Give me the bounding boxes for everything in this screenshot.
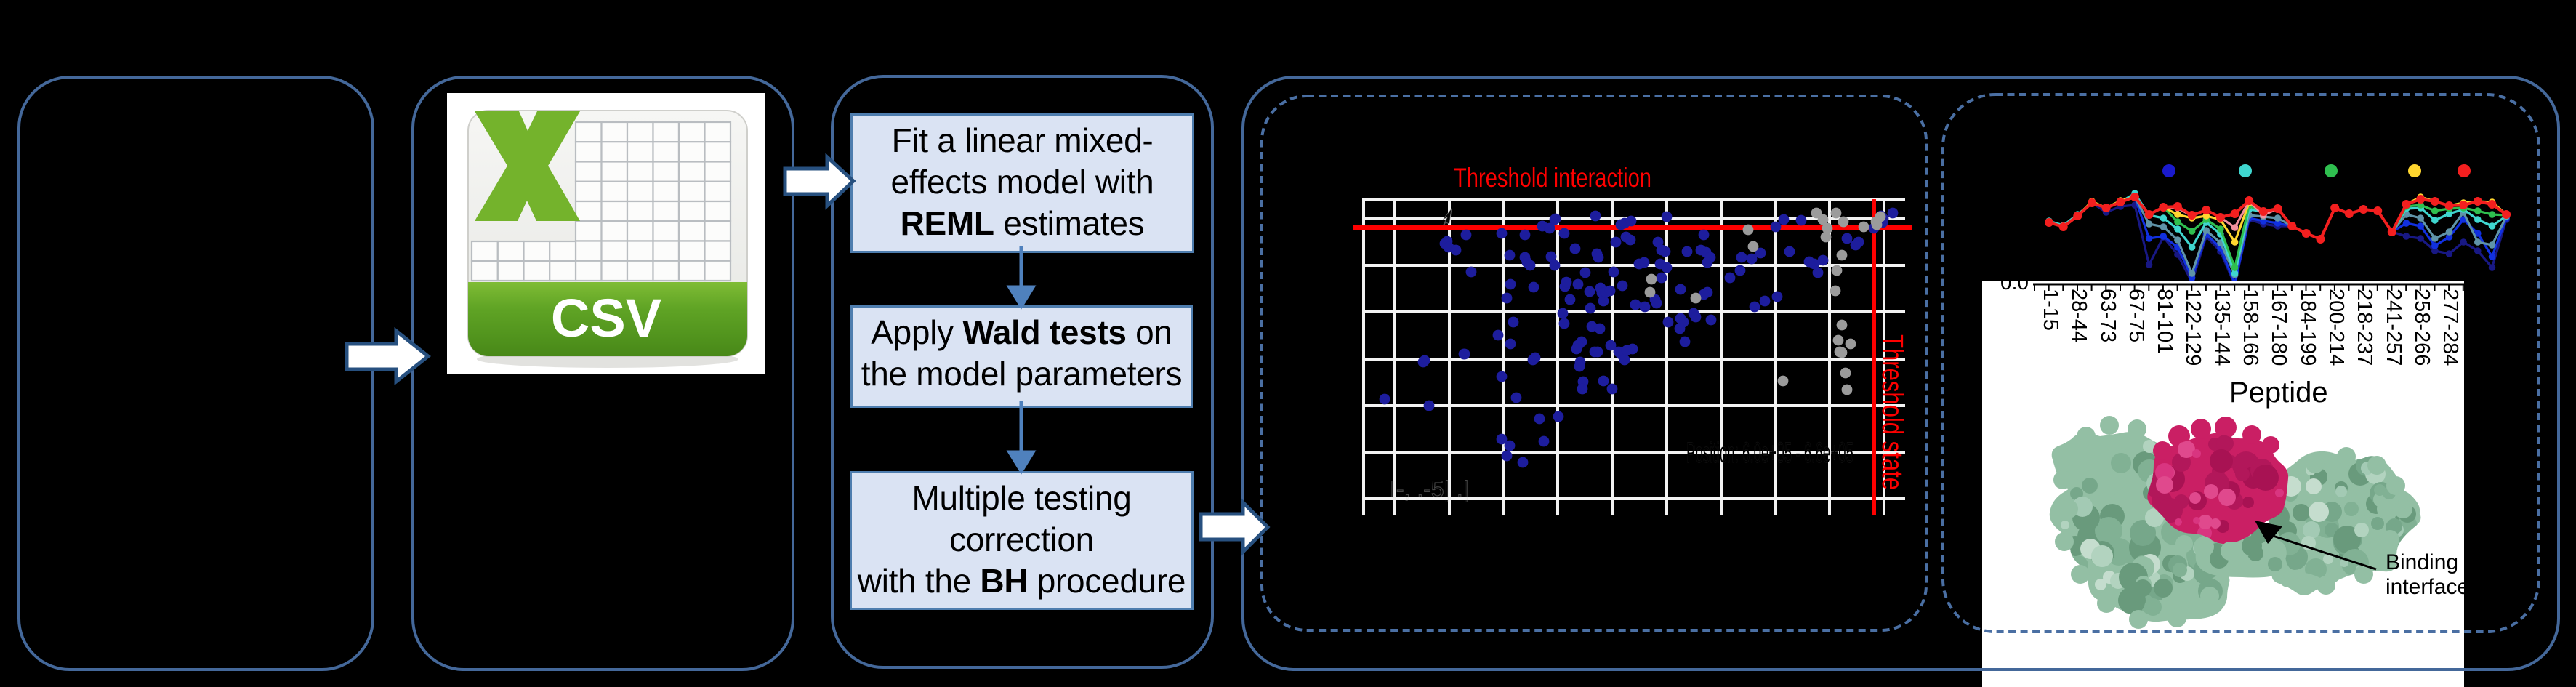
svg-text:Threshold state: Threshold state (1876, 334, 1909, 490)
svg-text:Position: 6.0e+05 - 6.6e+05: Position: 6.0e+05 - 6.6e+05 (1686, 437, 1853, 469)
svg-text:I-, .-5| .|: I-, .-5| .| (1390, 476, 1469, 502)
svg-text:CSV: CSV (551, 288, 661, 348)
svg-text:Threshold interaction: Threshold interaction (1454, 163, 1651, 193)
